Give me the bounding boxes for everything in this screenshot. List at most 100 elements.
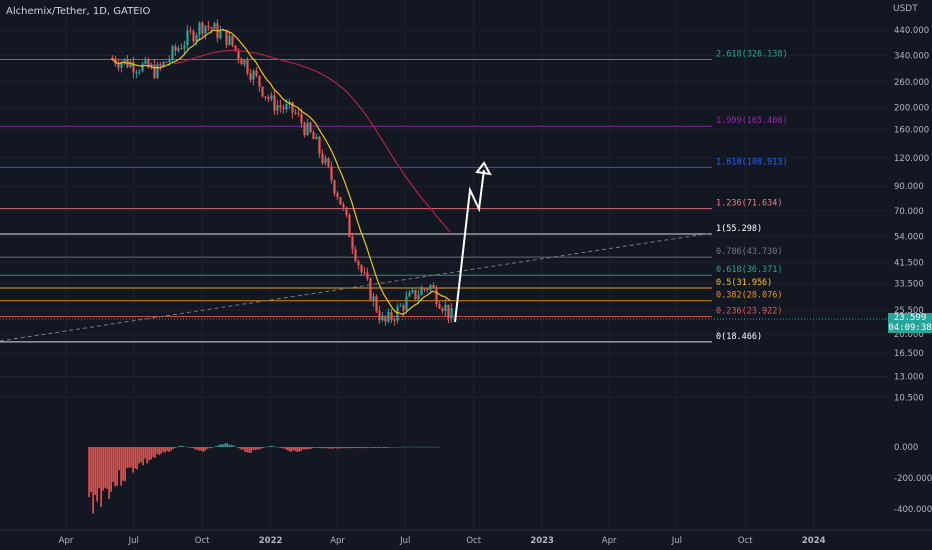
candle-body — [396, 306, 399, 321]
oscillator-bar — [266, 446, 268, 448]
candle-body — [438, 304, 441, 309]
oscillator-bar — [412, 446, 414, 448]
oscillator-bar — [180, 445, 182, 447]
oscillator-bar — [314, 447, 316, 448]
fib-level-label: 0.618(36.371) — [716, 265, 783, 275]
candle-body — [360, 265, 363, 273]
oscillator-bar — [336, 447, 338, 449]
oscillator-bar — [96, 447, 98, 502]
oscillator-bar — [372, 447, 374, 448]
oscillator-bar — [166, 447, 168, 451]
oscillator-bar — [260, 447, 262, 449]
candle-body — [342, 204, 345, 208]
candle-body — [408, 292, 411, 297]
candle-body — [189, 30, 192, 32]
price-tick-label: 120.000 — [894, 154, 929, 164]
oscillator-bar — [204, 447, 206, 451]
oscillator-bar — [434, 446, 436, 448]
price-tick-label: 33.500 — [894, 279, 924, 289]
time-axis[interactable]: Apr Jul Oct 2022 Apr Jul Oct 2023 Apr Jul Oct 2024 — [59, 536, 826, 546]
oscillator-tick-label: -200.000 — [894, 474, 932, 484]
candle-body — [270, 95, 273, 99]
oscillator-bar — [210, 447, 212, 449]
oscillator-bar — [254, 447, 256, 450]
price-tick-label: 200.000 — [894, 104, 929, 114]
oscillator-bar — [376, 447, 378, 448]
candle-body — [255, 70, 258, 76]
oscillator-bar — [110, 447, 112, 492]
oscillator-bar — [198, 447, 200, 451]
candle-body — [399, 305, 402, 307]
candle-body — [336, 193, 339, 198]
candle-body — [432, 285, 435, 288]
oscillator-bar — [252, 447, 254, 450]
time-tick-label: Apr — [602, 536, 617, 546]
oscillator-bar — [400, 446, 402, 448]
oscillator-bar — [214, 446, 216, 447]
oscillator-bar — [366, 447, 368, 448]
oscillator-bar — [200, 447, 202, 451]
oscillator-bar — [128, 447, 130, 468]
candle-body — [282, 107, 285, 110]
oscillator-bar — [150, 447, 152, 460]
oscillator-bar — [276, 446, 278, 448]
oscillator-bar — [256, 447, 258, 450]
oscillator-bar — [242, 447, 244, 450]
oscillator-bar — [232, 445, 234, 447]
oscillator-bar — [356, 447, 358, 449]
candle-body — [354, 248, 357, 262]
candle-body — [381, 316, 384, 321]
projection-arrow — [454, 169, 485, 323]
candle-body — [237, 49, 240, 59]
oscillator-bar — [158, 447, 160, 455]
oscillator-panel — [88, 443, 440, 514]
oscillator-axis: 0.000 -200.000 -400.000 — [894, 443, 932, 515]
price-tick-label: 160.000 — [894, 126, 929, 136]
candle-body — [444, 304, 447, 312]
candle-body — [384, 316, 387, 322]
oscillator-bar — [190, 447, 192, 448]
oscillator-bar — [322, 447, 324, 449]
candle-body — [234, 45, 237, 50]
oscillator-bar — [222, 444, 224, 447]
time-tick-label: Apr — [330, 536, 345, 546]
oscillator-bar — [408, 446, 410, 448]
oscillator-bar — [146, 447, 148, 464]
oscillator-bar — [246, 447, 248, 453]
chart-title: Alchemix/Tether, 1D, GATEIO — [6, 6, 151, 17]
oscillator-bar — [202, 447, 204, 452]
oscillator-bar — [332, 447, 334, 449]
oscillator-bar — [228, 444, 230, 447]
oscillator-bar — [264, 447, 266, 448]
oscillator-bar — [104, 447, 106, 488]
oscillator-bar — [290, 447, 292, 452]
time-tick-label: Oct — [195, 536, 210, 546]
oscillator-bar — [346, 447, 348, 449]
candle-body — [405, 296, 408, 311]
oscillator-bar — [212, 447, 214, 448]
oscillator-bar — [90, 447, 92, 493]
oscillator-bar — [404, 446, 406, 448]
oscillator-bar — [430, 446, 432, 448]
candle-body — [162, 61, 165, 67]
oscillator-bar — [350, 447, 352, 449]
oscillator-bar — [298, 447, 300, 452]
oscillator-bar — [270, 445, 272, 447]
oscillator-bar — [188, 447, 190, 448]
oscillator-bar — [398, 447, 400, 448]
candle-body — [300, 113, 303, 124]
candle-body — [348, 214, 351, 237]
candle-body — [402, 305, 405, 311]
oscillator-bar — [226, 443, 228, 447]
time-tick-label: Jul — [671, 536, 682, 546]
candle-body — [426, 288, 429, 290]
candle-body — [363, 272, 366, 274]
candle-body — [372, 296, 375, 301]
oscillator-bar — [178, 445, 180, 447]
price-axis[interactable]: 440.000 340.000 260.000 200.000 160.000 120.0… — [894, 26, 929, 403]
price-tick-label: 20.000 — [894, 330, 924, 340]
oscillator-bar — [262, 447, 264, 449]
candle-body — [246, 59, 249, 74]
price-tick-label: 10.500 — [894, 393, 924, 403]
